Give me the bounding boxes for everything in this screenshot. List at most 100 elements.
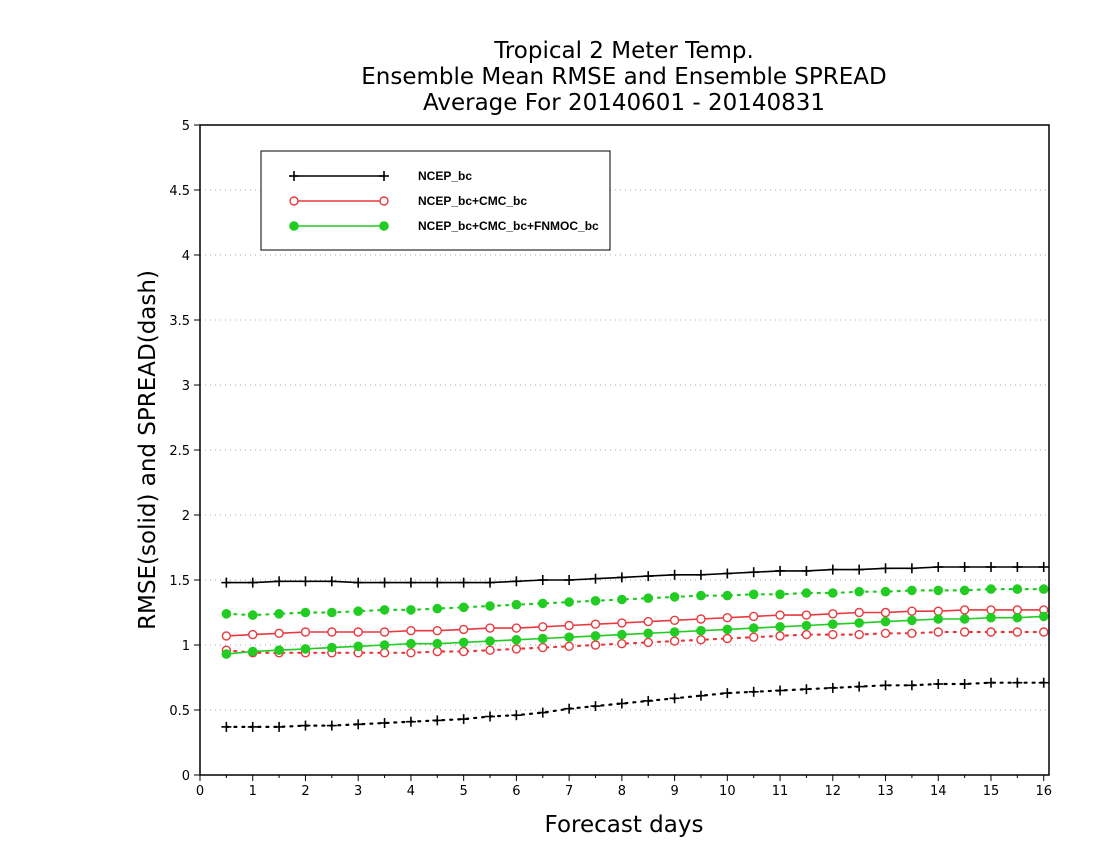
spread-point bbox=[828, 629, 838, 640]
spread-point bbox=[669, 693, 680, 704]
rmse-point bbox=[748, 611, 759, 622]
rmse-point bbox=[511, 635, 522, 645]
x-tick-label: 10 bbox=[719, 784, 736, 799]
rmse-point bbox=[485, 636, 495, 646]
rmse-point bbox=[643, 571, 654, 582]
spread-line bbox=[225, 681, 1045, 729]
spread-point bbox=[221, 609, 232, 619]
spread-point bbox=[590, 701, 601, 712]
x-tick-label: 0 bbox=[196, 784, 204, 799]
rmse-point bbox=[880, 607, 891, 618]
spread-point bbox=[511, 644, 522, 654]
rmse-point bbox=[854, 618, 864, 628]
y-tick-label: 1.5 bbox=[169, 574, 190, 589]
rmse-point bbox=[247, 646, 258, 657]
rmse-point bbox=[1012, 605, 1023, 615]
spread-point bbox=[247, 610, 258, 620]
rmse-point bbox=[748, 567, 759, 578]
title-line-3: Average For 20140601 - 20140831 bbox=[423, 90, 825, 116]
chart-title: Tropical 2 Meter Temp. Ensemble Mean RMS… bbox=[361, 38, 886, 116]
rmse-point bbox=[907, 606, 917, 616]
legend-marker bbox=[379, 196, 389, 206]
y-tick-label: 2.5 bbox=[169, 444, 190, 459]
spread-point bbox=[274, 721, 285, 732]
axes: 00.511.522.533.544.550 1 2 3 4 5 6 7 8 9 10 11 12 13 1… bbox=[169, 119, 1052, 799]
spread-point bbox=[775, 589, 785, 600]
rmse-point bbox=[906, 563, 917, 574]
spread-point bbox=[933, 627, 943, 637]
legend-marker bbox=[289, 221, 299, 231]
spread-point bbox=[353, 606, 363, 617]
rmse-point bbox=[300, 627, 311, 637]
rmse-point bbox=[1038, 562, 1049, 572]
spread-point bbox=[617, 594, 627, 605]
series-1 bbox=[221, 605, 1049, 658]
rmse-point bbox=[432, 638, 443, 649]
legend-marker bbox=[289, 171, 299, 181]
spread-point bbox=[827, 588, 838, 598]
rmse-point bbox=[485, 623, 495, 633]
spread-point bbox=[854, 586, 864, 597]
legend-label: NCEP_bc+CMC_bc bbox=[418, 194, 527, 208]
rmse-point bbox=[458, 577, 469, 588]
x-tick-label: 13 bbox=[877, 784, 894, 799]
rmse-point bbox=[379, 640, 390, 650]
spread-point bbox=[722, 633, 733, 644]
spread-point bbox=[432, 603, 443, 614]
y-axis-title: RMSE(solid) and SPREAD(dash) bbox=[135, 270, 161, 630]
rmse-point bbox=[669, 627, 680, 637]
rmse-point bbox=[801, 620, 812, 631]
spread-point bbox=[696, 635, 706, 645]
rmse-point bbox=[1012, 562, 1023, 572]
rmse-point bbox=[353, 641, 363, 652]
spread-point bbox=[854, 629, 864, 640]
spread-point bbox=[775, 685, 786, 696]
rmse-point bbox=[564, 620, 574, 631]
rmse-point bbox=[748, 623, 759, 633]
rmse-point bbox=[432, 626, 442, 636]
spread-point bbox=[669, 592, 680, 602]
rmse-point bbox=[696, 625, 706, 636]
rmse-point bbox=[485, 577, 496, 588]
rmse-point bbox=[274, 628, 284, 638]
legend-marker bbox=[379, 171, 389, 181]
spread-point bbox=[748, 686, 759, 697]
rmse-point bbox=[801, 610, 812, 620]
spread-point bbox=[801, 684, 812, 695]
spread-point bbox=[827, 682, 838, 693]
spread-point bbox=[379, 605, 390, 615]
spread-point bbox=[801, 629, 812, 640]
rmse-point bbox=[959, 614, 970, 624]
spread-point bbox=[458, 602, 469, 613]
x-tick-label: 14 bbox=[930, 784, 947, 799]
x-tick-label: 1 bbox=[249, 784, 257, 799]
rmse-point bbox=[880, 616, 891, 627]
x-tick-label: 16 bbox=[1035, 784, 1052, 799]
rmse-point bbox=[775, 610, 785, 620]
rmse-point bbox=[590, 573, 601, 584]
rmse-point bbox=[959, 605, 970, 615]
spread-point bbox=[986, 627, 996, 637]
x-tick-label: 12 bbox=[825, 784, 842, 799]
rmse-point bbox=[511, 576, 522, 587]
rmse-point bbox=[669, 615, 680, 625]
rmse-point bbox=[827, 619, 838, 630]
rmse-point bbox=[379, 627, 390, 637]
spread-point bbox=[722, 688, 733, 699]
rmse-point bbox=[827, 564, 838, 575]
spread-point bbox=[907, 628, 917, 638]
spread-line bbox=[225, 630, 1045, 654]
spread-point bbox=[538, 642, 548, 653]
spread-point bbox=[564, 597, 574, 607]
spread-point bbox=[854, 681, 865, 692]
rmse-point bbox=[933, 562, 944, 572]
rmse-point bbox=[353, 627, 363, 637]
rmse-point bbox=[959, 562, 970, 572]
spread-point bbox=[617, 639, 627, 649]
rmse-point bbox=[379, 577, 390, 588]
spread-point bbox=[643, 695, 654, 706]
rmse-point bbox=[458, 637, 469, 648]
rmse-point bbox=[537, 633, 548, 644]
spread-point bbox=[616, 698, 627, 709]
